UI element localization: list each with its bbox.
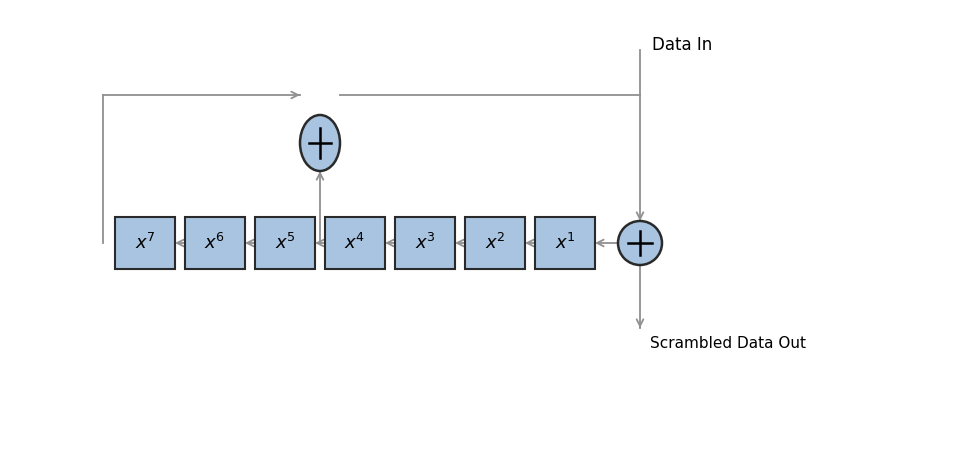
Text: $x^4$: $x^4$ [345,233,366,253]
Text: $x^2$: $x^2$ [485,233,505,253]
Text: $x^3$: $x^3$ [415,233,436,253]
Ellipse shape [300,115,340,171]
FancyBboxPatch shape [185,217,245,269]
FancyBboxPatch shape [395,217,455,269]
FancyBboxPatch shape [465,217,525,269]
Text: $x^7$: $x^7$ [134,233,156,253]
Text: $x^1$: $x^1$ [555,233,575,253]
FancyBboxPatch shape [255,217,315,269]
Text: Data In: Data In [652,36,712,54]
FancyBboxPatch shape [535,217,595,269]
FancyBboxPatch shape [325,217,385,269]
Circle shape [618,221,662,265]
FancyBboxPatch shape [115,217,175,269]
Text: $x^6$: $x^6$ [204,233,226,253]
Text: Scrambled Data Out: Scrambled Data Out [650,336,806,351]
Text: $x^5$: $x^5$ [275,233,296,253]
